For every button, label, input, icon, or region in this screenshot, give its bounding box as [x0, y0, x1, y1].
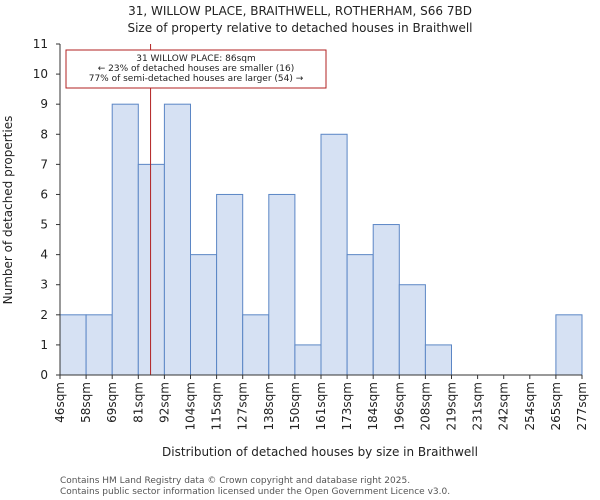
- x-tick-label: 184sqm: [366, 382, 380, 430]
- bar-138sqm: [268, 193, 296, 376]
- y-axis-ticks: 0 1 2 3 4 5 6 7 8 9 10 11: [33, 37, 60, 382]
- y-tick-label: 5: [40, 218, 48, 232]
- bar-196sqm: [398, 284, 426, 376]
- y-tick-label: 3: [40, 278, 48, 292]
- y-tick-label: 4: [40, 248, 48, 262]
- bar-46sqm: [59, 314, 87, 376]
- x-tick-label: 127sqm: [236, 382, 250, 430]
- x-tick-label: 265sqm: [549, 382, 563, 430]
- chart-subtitle: Size of property relative to detached ho…: [127, 21, 472, 35]
- x-tick-label: 46sqm: [53, 382, 67, 423]
- x-tick-label: 231sqm: [471, 382, 485, 430]
- bar-184sqm: [372, 224, 400, 376]
- bar-92sqm: [163, 103, 191, 376]
- x-tick-label: 115sqm: [210, 382, 224, 430]
- x-tick-label: 208sqm: [418, 382, 432, 430]
- bar-150sqm: [294, 344, 322, 376]
- annotation-box: 31 WILLOW PLACE: 86sqm ← 23% of detached…: [65, 49, 327, 89]
- y-tick-label: 7: [40, 157, 48, 171]
- y-tick-label: 1: [40, 338, 48, 352]
- x-tick-label: 196sqm: [392, 382, 406, 430]
- x-tick-label: 219sqm: [445, 382, 459, 430]
- y-axis-label: Number of detached properties: [1, 116, 15, 305]
- x-axis-label: Distribution of detached houses by size …: [162, 445, 478, 459]
- bar-127sqm: [242, 314, 270, 376]
- x-tick-label: 161sqm: [314, 382, 328, 430]
- bar-265sqm: [555, 314, 583, 376]
- y-tick-label: 2: [40, 308, 48, 322]
- x-tick-label: 138sqm: [262, 382, 276, 430]
- bar-58sqm: [85, 314, 113, 376]
- x-tick-label: 81sqm: [131, 382, 145, 423]
- y-tick-label: 11: [33, 37, 48, 51]
- y-tick-label: 10: [33, 67, 48, 81]
- bar-161sqm: [320, 133, 348, 376]
- y-tick-label: 0: [40, 368, 48, 382]
- bars-group: [59, 103, 583, 376]
- x-tick-label: 69sqm: [105, 382, 119, 423]
- bar-208sqm: [424, 344, 452, 376]
- y-tick-label: 6: [40, 187, 48, 201]
- x-tick-label: 58sqm: [79, 382, 93, 423]
- x-tick-label: 242sqm: [497, 382, 511, 430]
- x-tick-label: 150sqm: [288, 382, 302, 430]
- x-tick-label: 104sqm: [184, 382, 198, 430]
- x-axis-ticks: 46sqm 58sqm 69sqm 81sqm 92sqm 104sqm 115sqm 127…: [53, 375, 589, 430]
- y-tick-label: 8: [40, 127, 48, 141]
- x-tick-label: 92sqm: [157, 382, 171, 423]
- footer-line-1: Contains HM Land Registry data © Crown c…: [60, 476, 410, 486]
- annotation-line-1: 31 WILLOW PLACE: 86sqm: [136, 54, 256, 64]
- y-tick-label: 9: [40, 97, 48, 111]
- annotation-line-2: ← 23% of detached houses are smaller (16…: [98, 64, 295, 74]
- bar-81sqm: [137, 163, 165, 376]
- x-tick-label: 173sqm: [340, 382, 354, 430]
- x-tick-label: 254sqm: [523, 382, 537, 430]
- bar-69sqm: [111, 103, 139, 376]
- chart-title: 31, WILLOW PLACE, BRAITHWELL, ROTHERHAM,…: [128, 4, 472, 18]
- footer-line-2: Contains public sector information licen…: [60, 487, 450, 497]
- x-tick-label: 277sqm: [575, 382, 589, 430]
- bar-173sqm: [346, 254, 374, 376]
- bar-104sqm: [190, 254, 218, 376]
- bar-115sqm: [216, 193, 244, 376]
- annotation-line-3: 77% of semi-detached houses are larger (…: [89, 74, 304, 84]
